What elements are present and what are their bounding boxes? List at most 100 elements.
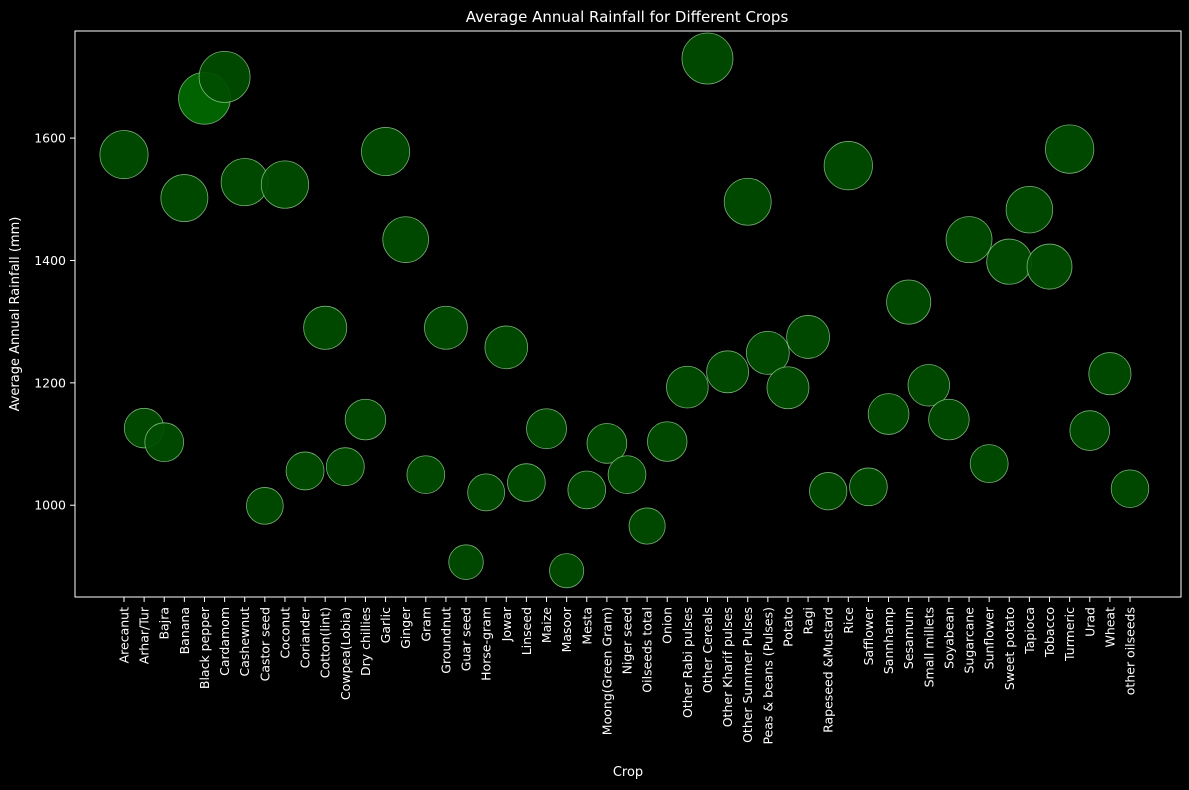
plot-frame [74,30,1182,598]
point-other-oilseeds [1110,469,1150,508]
point-banana [160,174,209,222]
point-sweet-potato [986,238,1033,285]
x-tick-label-other-rabi-pulses: Other Rabi pulses [680,607,695,718]
x-tick-label-banana: Banana [177,607,192,654]
x-tick-label-soyabean: Soyabean [941,607,956,669]
x-tick-label-arecanut: Arecanut [117,607,132,663]
point-coriander [285,451,325,491]
point-sesamum [886,279,932,325]
x-tick-label-urad: Urad [1082,607,1097,637]
point-safflower [849,467,888,507]
point-garlic [361,127,411,177]
x-tick-label-tapioca: Tapioca [1022,607,1037,655]
point-ragi [786,315,830,359]
x-tick-label-garlic: Garlic [378,607,393,643]
x-tick-label-potato: Potato [780,607,795,647]
point-other-kharif-pulses [706,350,749,394]
x-tick-label-cotton-lint: Cotton(lint) [318,607,333,678]
point-tobacco [1026,243,1073,290]
x-tick-label-sunflower: Sunflower [982,606,997,669]
point-sunflower [969,444,1009,484]
y-axis: 1000 1200 1400 1600 [34,131,75,513]
point-rapeseed-mustard [809,472,848,511]
point-urad [1069,410,1111,451]
point-soyabean [928,398,970,441]
point-cardamom [198,50,251,103]
x-tick-label-cardamom: Cardamom [217,607,232,676]
point-moong-green-gram [586,423,628,464]
x-tick-label-black-pepper: Black pepper [197,606,212,689]
point-maize [526,408,567,450]
x-tick-label-sesamum: Sesamum [901,607,916,669]
point-groundnut [424,305,468,350]
x-tick-label-bajra: Bajra [157,607,172,640]
x-tick-label-jowar: Jowar [499,606,514,642]
x-tick-label-tobacco: Tobacco [1042,607,1057,658]
point-onion [647,421,688,462]
point-dry-chillies [344,398,387,441]
x-tick-label-oilseeds-total: Oilseeds total [640,607,655,693]
x-tick-label-linseed: Linseed [519,607,534,655]
point-masoor [549,553,585,589]
point-peas-beans-pulses [745,330,790,375]
x-axis: Arecanut Arhar/Tur Bajra Banana Black pepper… [117,597,1138,745]
x-tick-label-coriander: Coriander [298,606,313,668]
point-wheat [1088,352,1132,396]
point-sannhamp [867,393,910,435]
point-cowpea-lobia [325,447,365,487]
x-tick-label-onion: Onion [660,607,675,644]
x-tick-label-arhar-tur: Arhar/Tur [137,606,152,664]
x-tick-label-gram: Gram [418,607,433,642]
point-small-millets [907,364,950,407]
point-mesta [567,470,607,510]
point-coconut [260,160,310,209]
x-tick-label-cashewnut: Cashewnut [237,607,252,677]
point-turmeric [1045,124,1095,174]
y-tick-label: 1600 [34,131,66,146]
point-arecanut [99,130,149,180]
x-tick-label-masoor: Masoor [559,606,574,652]
x-tick-label-horse-gram: Horse-gram [479,607,494,681]
x-tick-label-other-oilseeds: other oilseeds [1123,607,1138,695]
y-axis-title: Average Annual Rainfall (mm) [8,217,23,412]
x-tick-label-peas-beans-pulses: Peas & beans (Pulses) [760,607,775,745]
x-tick-label-wheat: Wheat [1102,607,1117,648]
x-tick-label-turmeric: Turmeric [1062,607,1077,662]
x-tick-label-rapeseed-mustard: Rapeseed &Mustard [821,607,836,733]
point-bajra [144,422,185,462]
point-tapioca [1005,185,1054,234]
x-axis-title: Crop [613,765,643,780]
point-guar-seed [448,544,484,580]
point-other-rabi-pulses [666,365,709,409]
y-tick-label: 1200 [34,375,66,390]
point-castor-seed [246,487,284,525]
y-tick-label: 1400 [34,253,66,268]
x-tick-label-niger-seed: Niger seed [620,607,635,674]
x-tick-label-other-cereals: Other Cereals [700,607,715,693]
x-tick-label-other-summer-pulses: Other Summer Pulses [740,607,755,743]
x-tick-label-other-kharif-pulses: Other Kharif pulses [720,607,735,727]
x-tick-label-castor-seed: Castor seed [257,607,272,681]
chart-title: Average Annual Rainfall for Different Cr… [466,8,789,26]
x-tick-label-sweet-potato: Sweet potato [1002,607,1017,690]
point-niger-seed [607,455,647,494]
point-sugarcane [945,216,993,264]
x-tick-label-dry-chillies: Dry chillies [358,607,373,676]
point-potato [766,366,810,410]
x-tick-label-moong-green-gram: Moong(Green Gram) [599,607,614,735]
x-tick-label-rice: Rice [841,607,856,634]
point-other-cereals [681,32,734,85]
point-ginger [382,216,429,263]
x-tick-label-safflower: Safflower [861,606,876,665]
x-tick-label-sannhamp: Sannhamp [881,607,896,674]
marker-layer [99,32,1150,589]
point-other-summer-pulses [723,177,772,226]
point-jowar [484,325,529,370]
x-tick-label-maize: Maize [539,607,554,643]
x-tick-label-guar-seed: Guar seed [459,607,474,671]
point-gram [406,455,446,494]
x-tick-label-groundnut: Groundnut [438,607,453,674]
x-tick-label-small-millets: Small millets [921,607,936,687]
